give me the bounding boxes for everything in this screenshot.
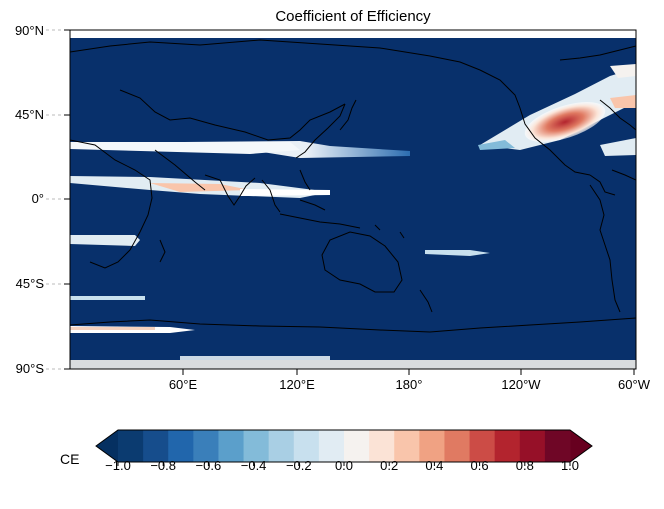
colorbar-tick-label: −0.8 bbox=[150, 458, 177, 473]
colorbar-tick-label: −0.4 bbox=[240, 458, 267, 473]
colorbar-swatch bbox=[193, 430, 219, 462]
x-tick-label: 180° bbox=[395, 377, 423, 392]
colorbar-swatch bbox=[318, 430, 345, 462]
ce-band bbox=[70, 142, 300, 154]
ce-region bbox=[478, 140, 515, 150]
y-tick-label: 45°N bbox=[14, 107, 44, 122]
antarctic-strip bbox=[70, 360, 636, 369]
colorbar-swatch bbox=[168, 430, 194, 462]
colorbar-swatch bbox=[344, 430, 370, 462]
grid-stubs bbox=[46, 29, 62, 370]
y-ticks bbox=[64, 29, 70, 370]
y-tick-label: 45°S bbox=[15, 276, 44, 291]
y-tick-label: 90°S bbox=[15, 361, 44, 376]
colorbar-swatch bbox=[419, 430, 445, 462]
colorbar-swatch bbox=[494, 430, 521, 462]
map-background bbox=[70, 30, 636, 369]
x-tick-label: 120°E bbox=[279, 377, 315, 392]
colorbar bbox=[95, 429, 593, 466]
x-tick-label: 120°W bbox=[501, 377, 541, 392]
colorbar-swatch bbox=[118, 430, 144, 462]
y-tick-label: 0° bbox=[31, 191, 44, 206]
ce-region bbox=[600, 138, 636, 156]
colorbar-tick-label: −0.2 bbox=[285, 458, 312, 473]
colorbar-extend-low bbox=[96, 430, 118, 462]
ce-hotspot bbox=[524, 101, 606, 143]
coastlines bbox=[70, 39, 636, 333]
colorbar-swatch bbox=[293, 430, 320, 462]
colorbar-swatch bbox=[519, 430, 546, 462]
ce-region bbox=[610, 64, 636, 78]
colorbar-tick-label: 0.4 bbox=[425, 458, 444, 473]
ce-field bbox=[70, 30, 636, 369]
y-tick-label: 90°N bbox=[14, 23, 44, 38]
ce-band bbox=[425, 250, 490, 256]
x-tick-label: 60°E bbox=[168, 377, 198, 392]
colorbar-swatch bbox=[243, 430, 270, 462]
chart-title: Coefficient of Efficiency bbox=[275, 8, 431, 25]
colorbar-swatch bbox=[268, 430, 295, 462]
x-tick-label: 60°W bbox=[618, 377, 650, 392]
colorbar-tick-label: −1.0 bbox=[105, 458, 131, 473]
colorbar-swatch bbox=[444, 430, 471, 462]
colorbar-swatch bbox=[544, 430, 571, 462]
colorbar-swatch bbox=[369, 430, 395, 462]
colorbar-tick-label: −0.6 bbox=[195, 458, 222, 473]
ce-band bbox=[240, 189, 330, 196]
colorbar-swatch bbox=[143, 430, 169, 462]
colorbar-swatch bbox=[394, 430, 420, 462]
colorbar-tick-label: 1.0 bbox=[560, 458, 580, 473]
colorbar-tick-label: 0.8 bbox=[515, 458, 534, 473]
polar-band bbox=[70, 30, 636, 38]
x-ticks bbox=[182, 369, 635, 375]
ce-band bbox=[70, 327, 155, 330]
colorbar-tick-label: 0.0 bbox=[334, 458, 354, 473]
colorbar-tick-label: 0.2 bbox=[380, 458, 399, 473]
colorbar-swatch bbox=[469, 430, 496, 462]
colorbar-tick-label: 0.6 bbox=[470, 458, 489, 473]
colorbar-swatch bbox=[218, 430, 245, 462]
colorbar-extend-high bbox=[570, 430, 592, 462]
colorbar-label: CE bbox=[60, 451, 80, 467]
ce-band bbox=[70, 296, 145, 300]
ce-region bbox=[610, 95, 636, 108]
ce-band bbox=[70, 235, 140, 246]
